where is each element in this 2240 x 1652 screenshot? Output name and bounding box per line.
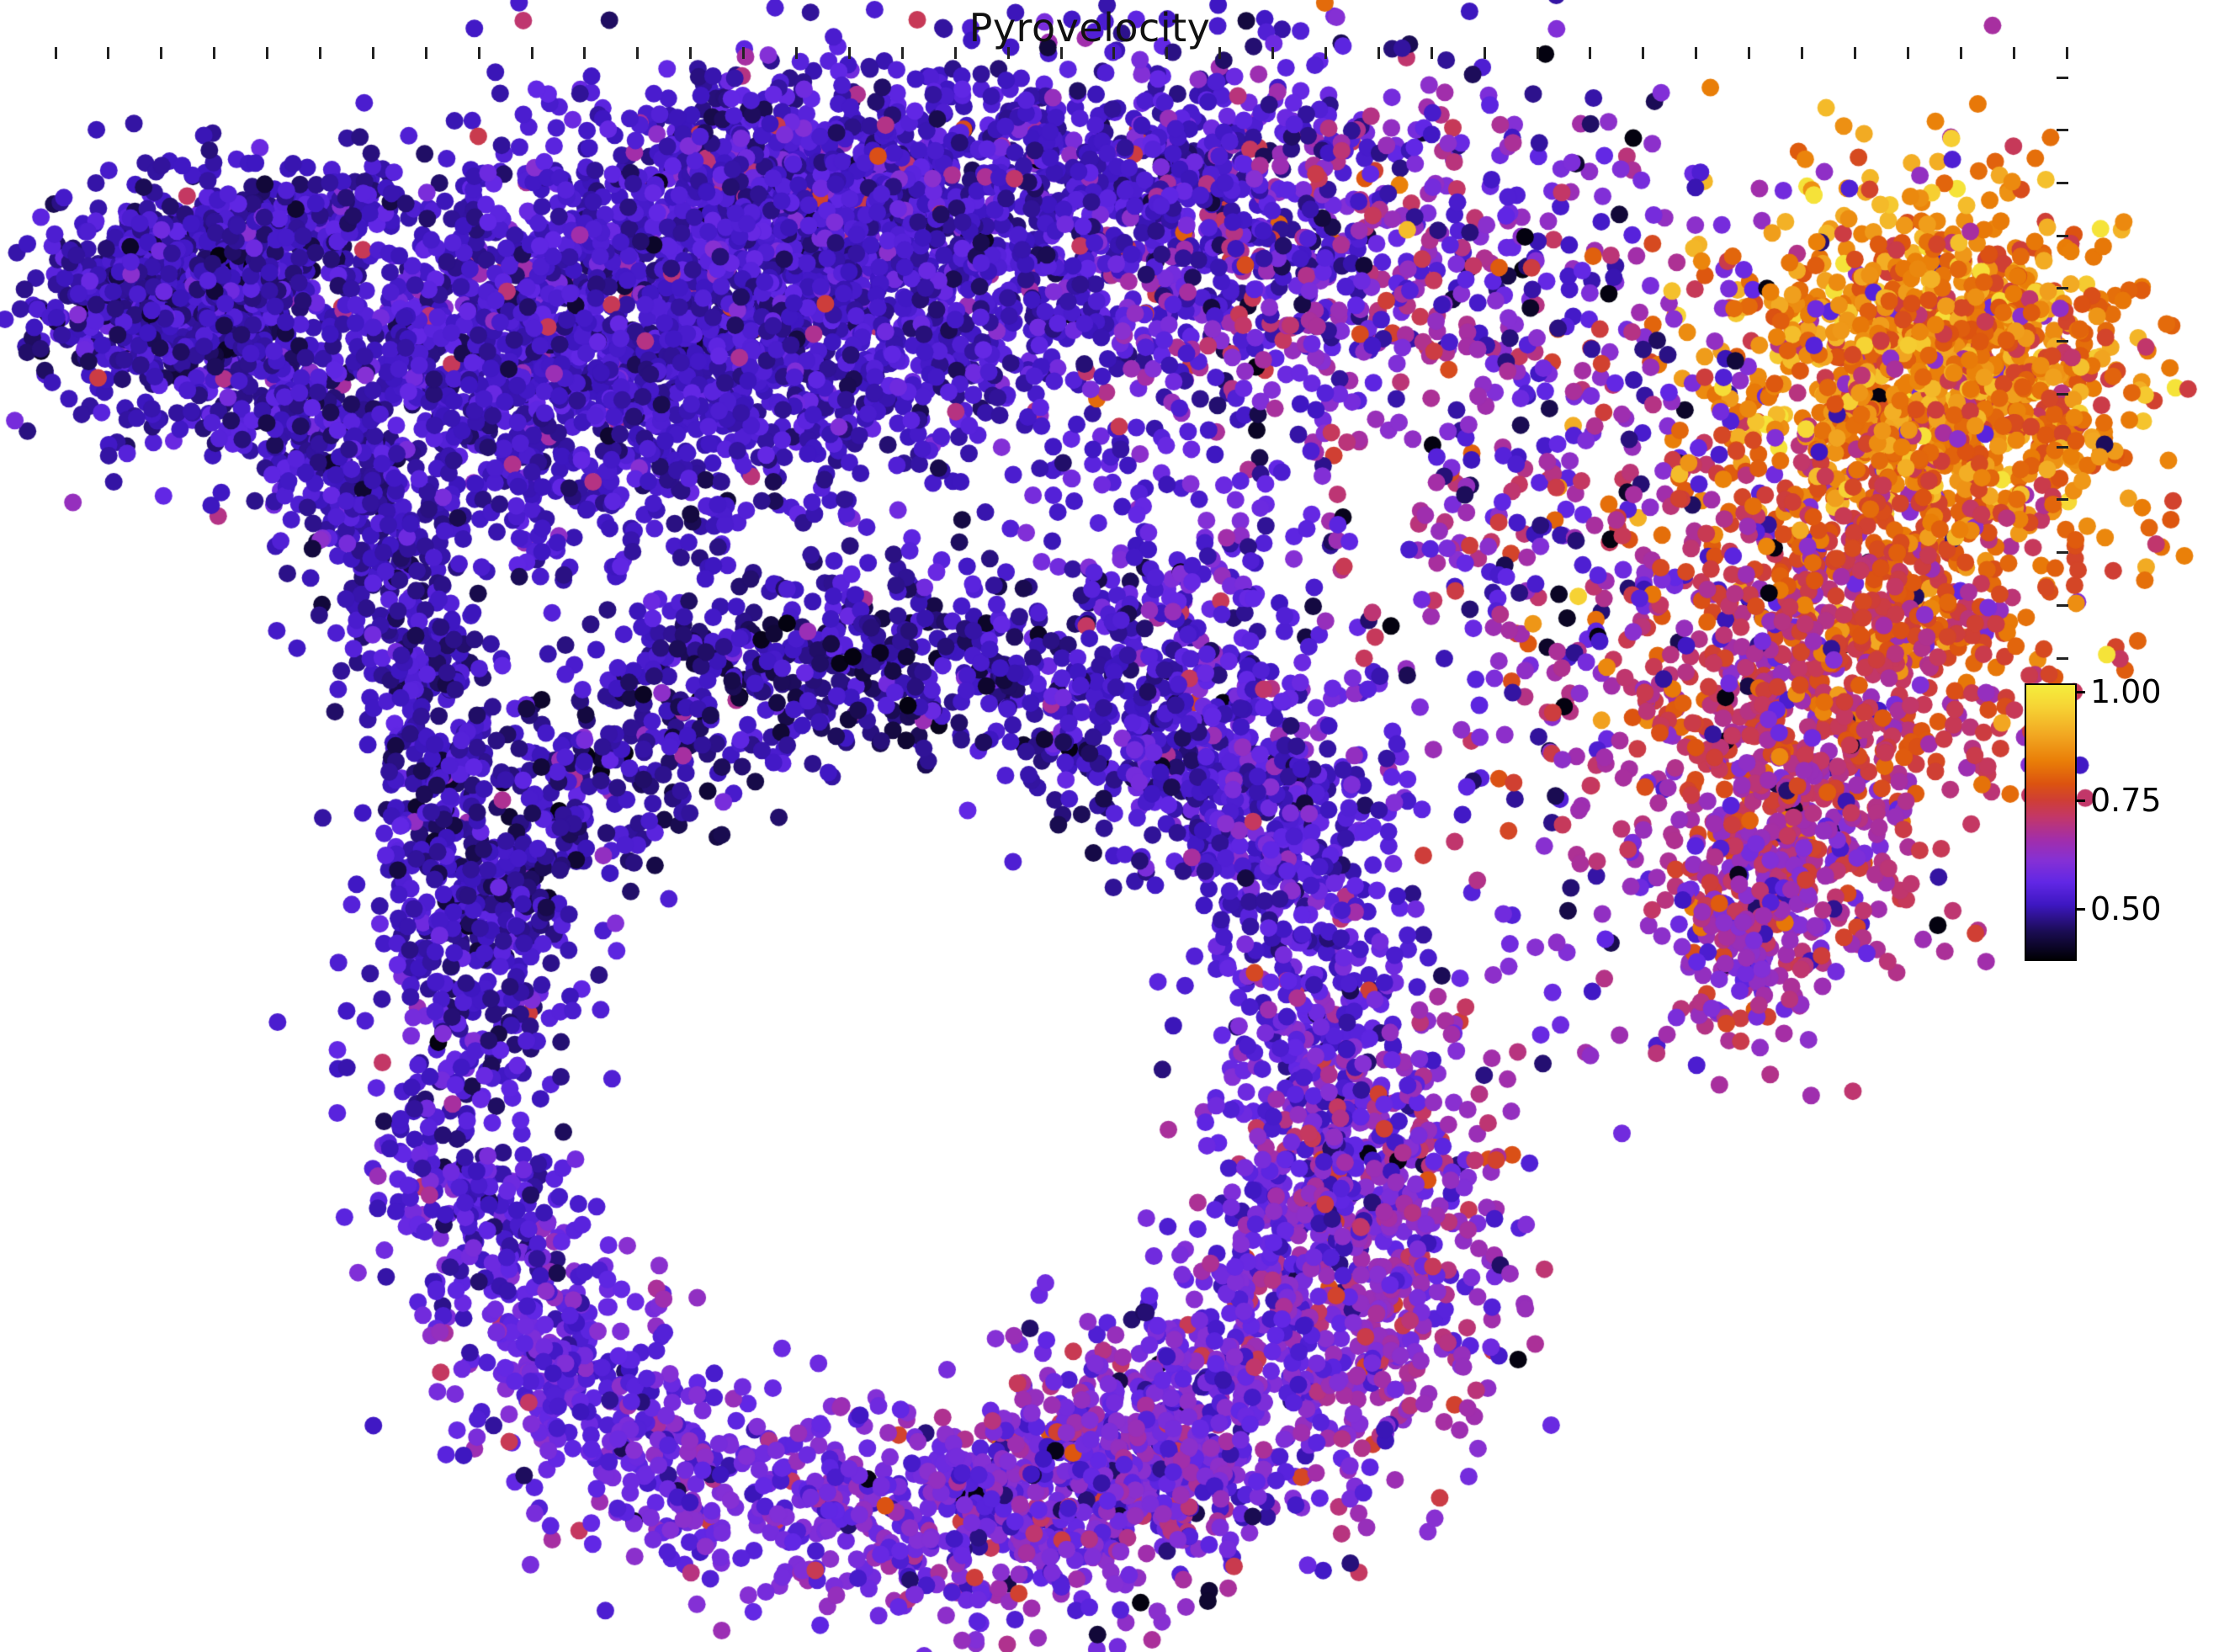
colorbar	[2025, 683, 2077, 961]
top-axis-tick	[1853, 47, 1856, 59]
right-axis-tick	[2057, 76, 2068, 79]
top-axis-tick	[1642, 47, 1645, 59]
top-axis-tick	[1218, 47, 1222, 59]
right-axis-tick	[2057, 287, 2068, 290]
top-axis-tick	[1430, 47, 1433, 59]
colorbar-tick-label: 0.75	[2090, 782, 2162, 820]
top-axis-tick	[107, 47, 110, 59]
top-axis-tick	[2012, 47, 2015, 59]
top-axis-tick	[900, 47, 904, 59]
top-axis-tick	[1006, 47, 1010, 59]
top-axis-tick	[1589, 47, 1592, 59]
colorbar-tick	[2077, 907, 2085, 911]
colorbar-tick-label: 0.50	[2090, 890, 2162, 928]
right-axis-tick	[2057, 498, 2068, 502]
top-axis-tick	[1748, 47, 1751, 59]
top-axis-tick	[266, 47, 269, 59]
top-axis-tick	[1536, 47, 1539, 59]
top-axis-tick	[1959, 47, 1962, 59]
right-axis-tick	[2057, 392, 2068, 396]
top-axis-tick	[213, 47, 216, 59]
right-axis-tick	[2057, 340, 2068, 343]
right-axis-tick	[2057, 129, 2068, 132]
top-axis-tick	[1377, 47, 1380, 59]
top-axis-tick	[54, 47, 57, 59]
colorbar-gradient	[2026, 685, 2075, 959]
top-axis-tick	[1271, 47, 1275, 59]
right-axis-tick	[2057, 234, 2068, 237]
top-axis-tick	[742, 47, 746, 59]
top-axis-tick	[1801, 47, 1804, 59]
top-axis-tick	[1695, 47, 1698, 59]
top-axis-tick	[318, 47, 321, 59]
top-axis-tick	[636, 47, 640, 59]
colorbar-tick	[2077, 799, 2085, 802]
top-axis-tick	[795, 47, 799, 59]
top-axis-tick	[477, 47, 480, 59]
right-axis-tick	[2057, 445, 2068, 449]
colorbar-tick-label: 1.00	[2090, 673, 2162, 711]
top-axis-tick	[1059, 47, 1063, 59]
top-axis-tick	[424, 47, 427, 59]
top-axis-tick	[689, 47, 693, 59]
top-axis-tick	[1906, 47, 1909, 59]
top-axis-tick	[160, 47, 163, 59]
top-axis-tick	[371, 47, 374, 59]
right-axis-tick	[2057, 656, 2068, 660]
top-axis-tick	[530, 47, 533, 59]
top-axis-tick	[1165, 47, 1169, 59]
right-axis-tick	[2057, 551, 2068, 555]
top-axis-tick	[583, 47, 587, 59]
top-axis-tick	[1112, 47, 1116, 59]
top-axis-tick	[847, 47, 851, 59]
colorbar-tick	[2077, 690, 2085, 693]
right-axis-tick	[2057, 603, 2068, 607]
top-axis-tick	[953, 47, 957, 59]
right-axis-tick	[2057, 181, 2068, 184]
top-axis-tick	[1483, 47, 1486, 59]
top-axis-tick	[2065, 47, 2068, 59]
top-axis-tick	[1324, 47, 1327, 59]
chart-title: Pyrovelocity	[969, 5, 1211, 50]
